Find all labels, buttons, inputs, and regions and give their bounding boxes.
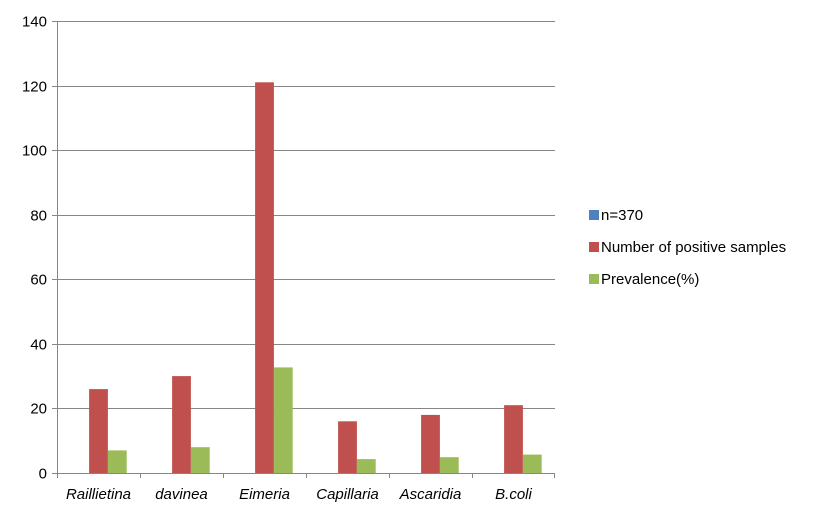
bar-3-3 <box>273 367 293 473</box>
y-tick-label: 40 <box>30 337 47 354</box>
bar-3-6 <box>522 454 542 473</box>
y-tick-label: 140 <box>22 14 47 31</box>
bar-3-4 <box>356 459 376 473</box>
bar-2-2 <box>172 376 191 473</box>
legend-label: Number of positive samples <box>601 239 786 256</box>
y-axis-ticks: 0 20 40 60 80 100 120 140 <box>22 14 57 483</box>
legend-label: Prevalence(%) <box>601 271 699 288</box>
y-tick-label: 80 <box>30 208 47 225</box>
axes <box>57 21 555 478</box>
legend-swatch <box>589 242 599 252</box>
bar-2-3 <box>255 82 274 474</box>
x-tick-label: Raillietina <box>66 486 131 503</box>
bar-2-6 <box>504 405 523 473</box>
bar-2-1 <box>89 389 108 473</box>
legend-label: n=370 <box>601 207 643 224</box>
x-tick-label: Eimeria <box>239 486 290 503</box>
x-tick-label: davinea <box>155 486 208 503</box>
bar-3-5 <box>439 457 459 473</box>
x-tick-label: Capillaria <box>316 486 379 503</box>
legend-swatch <box>589 210 599 220</box>
bar-2-5 <box>421 414 440 473</box>
y-tick-label: 60 <box>30 272 47 289</box>
y-tick-label: 120 <box>22 79 47 96</box>
bar-3-1 <box>107 450 127 473</box>
legend-swatch <box>589 274 599 284</box>
x-tick-label: Ascaridia <box>399 486 462 503</box>
bars <box>89 82 542 474</box>
gridlines <box>57 21 555 409</box>
y-tick-label: 0 <box>39 466 47 483</box>
bar-2-4 <box>338 421 357 473</box>
bar-3-2 <box>190 447 210 473</box>
y-tick-label: 100 <box>22 143 47 160</box>
x-tick-label: B.coli <box>495 486 532 503</box>
legend: n=370 Number of positive samples Prevalenc… <box>589 207 786 288</box>
y-tick-label: 20 <box>30 401 47 418</box>
x-axis-labels: Raillietina davinea Eimeria Capillaria Ascar… <box>66 486 533 503</box>
